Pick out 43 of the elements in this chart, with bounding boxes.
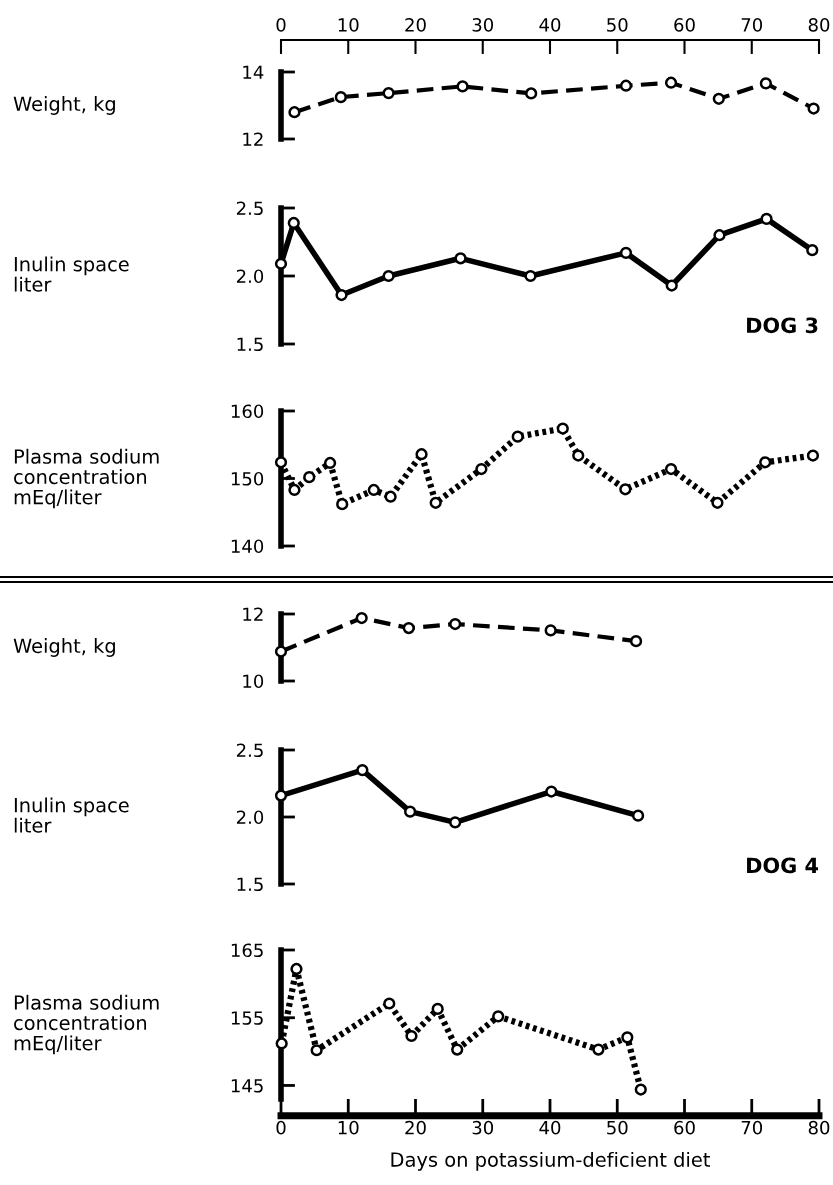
y-axis-title: Plasma sodium concentration mEq/liter <box>14 448 159 509</box>
y-tick-label: 2.0 <box>236 269 264 284</box>
x-tick-label: 10 <box>338 18 359 32</box>
y-tick-label: 155 <box>231 1011 263 1025</box>
y-tick-label: 12 <box>243 607 263 621</box>
x-tick-label: 40 <box>539 1120 561 1135</box>
y-axis-title: Weight, kg <box>13 638 115 657</box>
x-axis-title: Days on potassium-deficient diet <box>391 1151 710 1171</box>
x-tick-label: 40 <box>539 18 561 32</box>
y-tick-label: 165 <box>231 943 263 958</box>
annotation: DOG 4 <box>747 857 819 874</box>
y-tick-label: 2.5 <box>236 201 263 216</box>
y-tick-label: 145 <box>231 1079 263 1093</box>
y-tick-label: 2.0 <box>236 810 264 825</box>
x-tick-label: 60 <box>674 18 695 32</box>
y-axis-title: Plasma sodium concentration mEq/liter <box>14 994 159 1055</box>
y-axis-title: Inulin space liter <box>14 797 129 833</box>
x-tick-label: 20 <box>405 18 426 32</box>
y-tick-label: 1.5 <box>237 877 263 892</box>
y-tick-label: 1.5 <box>237 337 263 352</box>
x-tick-label: 80 <box>808 18 830 32</box>
y-axis-title: Inulin space liter <box>14 256 129 292</box>
x-tick-label: 50 <box>607 18 628 32</box>
x-tick-label: 30 <box>472 18 494 32</box>
y-axis-title: Weight, kg <box>13 96 115 115</box>
y-tick-label: 160 <box>231 404 264 419</box>
annotation: DOG 3 <box>747 317 818 334</box>
x-tick-label: 70 <box>741 18 763 32</box>
x-tick-label: 0 <box>276 1120 286 1135</box>
y-tick-label: 14 <box>243 65 264 79</box>
x-tick-label: 30 <box>472 1120 494 1135</box>
x-tick-label: 70 <box>741 1120 763 1135</box>
y-tick-label: 12 <box>243 132 263 146</box>
x-tick-label: 80 <box>808 1120 830 1135</box>
y-tick-label: 150 <box>231 471 264 486</box>
y-tick-label: 10 <box>243 674 264 689</box>
y-tick-label: 2.5 <box>236 743 263 758</box>
x-tick-label: 20 <box>405 1120 426 1135</box>
x-tick-label: 60 <box>674 1120 695 1135</box>
x-tick-label: 10 <box>338 1120 359 1135</box>
y-tick-label: 140 <box>231 539 264 554</box>
x-tick-label: 0 <box>276 18 286 32</box>
x-tick-label: 50 <box>607 1120 628 1135</box>
